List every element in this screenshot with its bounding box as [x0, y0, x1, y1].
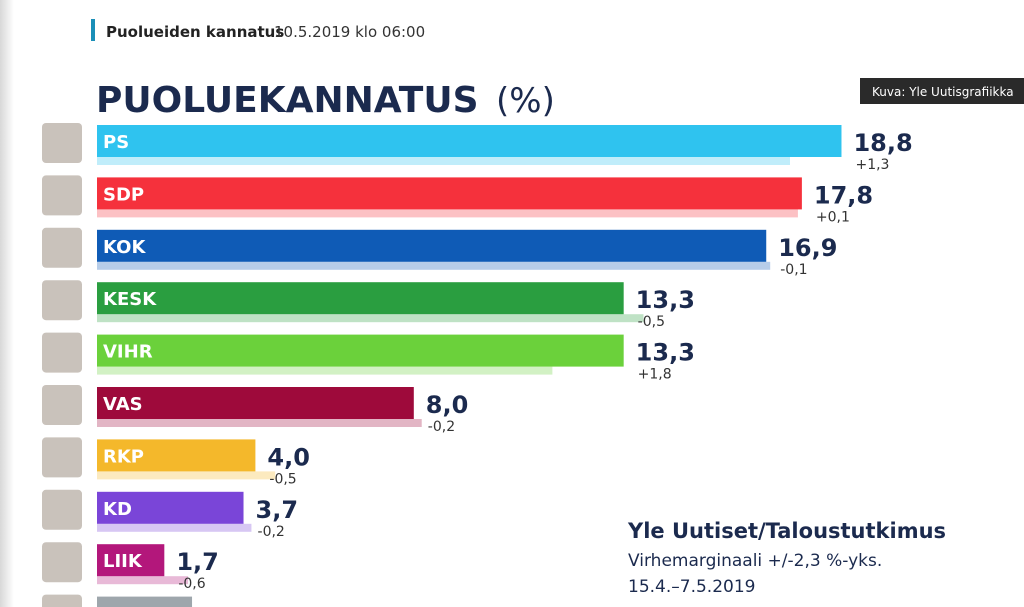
bar: [97, 387, 414, 419]
portrait: [42, 542, 82, 583]
previous-bar: [97, 314, 644, 323]
bar: [97, 491, 244, 524]
header-marker: [91, 19, 95, 41]
change-label: -0,2: [258, 524, 285, 540]
bar: [97, 229, 767, 262]
portrait: [42, 227, 82, 268]
chart-unit: (%): [496, 81, 555, 121]
source-period: 15.4.–7.5.2019: [628, 577, 755, 597]
header-date: 10.5.2019 klo 06:00: [274, 23, 425, 41]
value-label: 3,7: [256, 496, 299, 524]
previous-bar: [97, 209, 798, 218]
change-label: -0,2: [428, 419, 455, 435]
bar: [97, 177, 802, 210]
change-label: +0,1: [816, 209, 850, 225]
bar-category: LIIK: [103, 551, 143, 572]
bar: [97, 282, 624, 315]
source-margin: Virhemarginaali +/-2,3 %-yks.: [628, 551, 882, 571]
bar-category: SDP: [103, 184, 144, 205]
portrait: [42, 489, 82, 530]
portrait: [42, 280, 82, 321]
source-name: Yle Uutiset/Taloustutkimus: [627, 519, 946, 543]
portrait: [42, 385, 82, 425]
value-label: 1,7: [176, 548, 219, 576]
bar: [97, 596, 193, 607]
credit-box: [860, 78, 1024, 104]
portrait: [42, 437, 82, 478]
value-label: 13,3: [636, 286, 695, 314]
previous-bar: [97, 471, 276, 480]
bar: [97, 125, 842, 157]
value-label: 4,0: [267, 443, 310, 471]
value-label: 18,8: [853, 129, 912, 157]
change-label: -0,5: [269, 471, 296, 487]
change-label: +1,3: [855, 157, 889, 173]
edge-shadow: [0, 0, 14, 607]
bar: [97, 439, 256, 472]
change-label: -0,5: [638, 314, 665, 330]
header-section: Puolueiden kannatus: [106, 23, 284, 41]
bar-category: VAS: [103, 394, 143, 415]
change-label: -0,6: [178, 576, 205, 592]
portrait: [42, 175, 82, 216]
value-label: 13,3: [636, 339, 695, 367]
previous-bar: [97, 366, 553, 375]
bar-category: RKP: [103, 446, 144, 467]
value-label: 16,9: [778, 234, 837, 262]
previous-bar: [97, 261, 771, 270]
portrait: [42, 123, 82, 163]
previous-bar: [97, 576, 189, 585]
portrait: [42, 332, 82, 373]
bar: [97, 334, 624, 367]
value-label: 8,0: [426, 391, 469, 419]
bar-category: KOK: [103, 237, 146, 258]
bar-category: KD: [103, 499, 132, 520]
portrait: [42, 594, 82, 607]
chart-title: PUOLUEKANNATUS: [96, 80, 479, 121]
previous-bar: [97, 419, 422, 427]
value-label: 17,8: [814, 181, 873, 209]
bar-category: PS: [103, 132, 129, 153]
change-label: +1,8: [638, 367, 672, 383]
bar-category: KESK: [103, 289, 157, 310]
bar-category: VIHR: [103, 342, 153, 363]
change-label: -0,1: [780, 262, 807, 278]
previous-bar: [97, 523, 252, 532]
credit: Kuva: Yle Uutisgrafiikka: [872, 85, 1014, 99]
bar: [97, 544, 165, 577]
previous-bar: [97, 157, 790, 165]
